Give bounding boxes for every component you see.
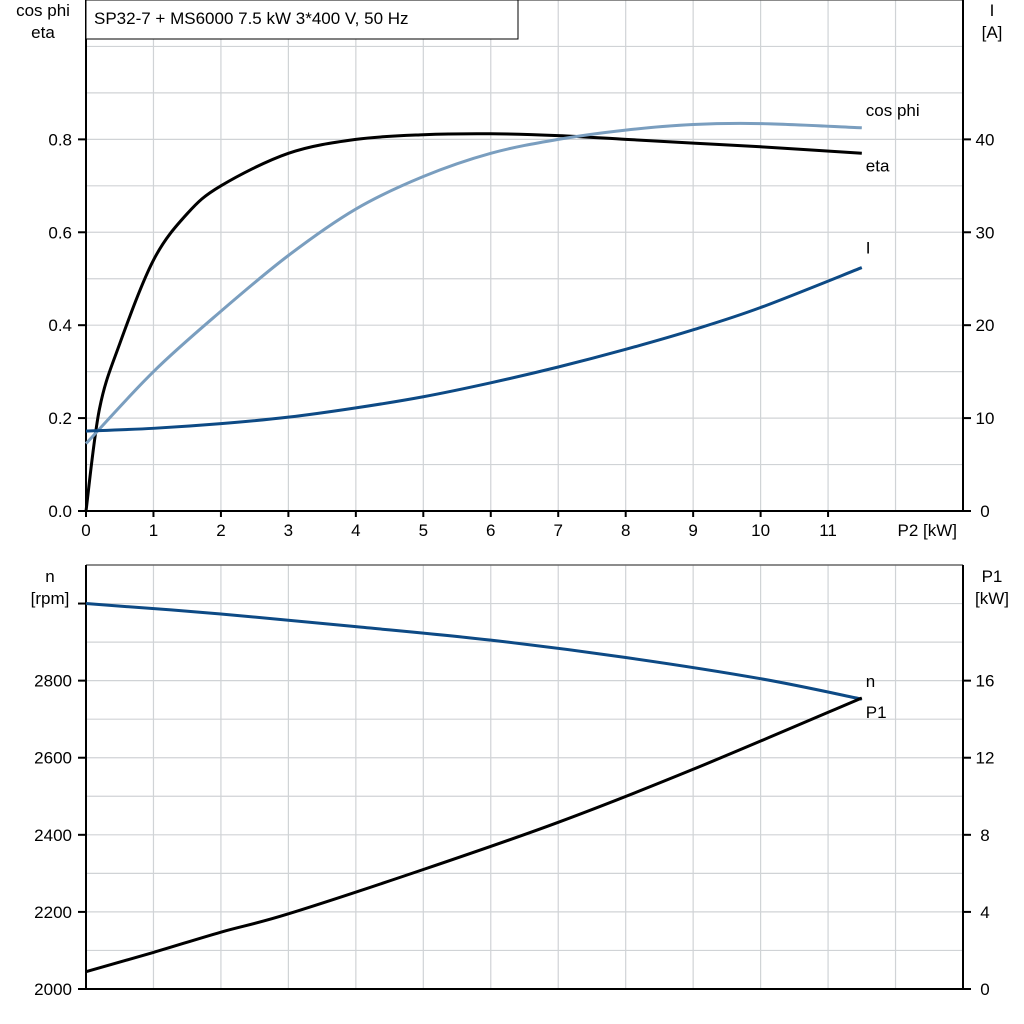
- y-tick-label-right: 40: [976, 130, 995, 149]
- y-tick-label-right: 0: [980, 980, 989, 999]
- top-chart: 0.0 0.2 0.4 0.6 0.8 0 10 20 30 40 0 1 2 3 4 5 6 7 8 9 10 11 P2…: [16, 0, 1002, 540]
- x-tick-label: 6: [486, 521, 495, 540]
- y-tick-label-left: 0.8: [48, 130, 72, 149]
- x-tick-label: 10: [751, 521, 770, 540]
- series-label-n: n: [866, 672, 875, 691]
- y-tick-label-right: 12: [976, 749, 995, 768]
- chart-title: SP32-7 + MS6000 7.5 kW 3*400 V, 50 Hz: [94, 9, 409, 28]
- y-tick-label-left: 2800: [34, 672, 72, 691]
- y-tick-label-left: 2200: [34, 903, 72, 922]
- series-label-cos-phi: cos phi: [866, 101, 920, 120]
- x-tick-label: 1: [149, 521, 158, 540]
- y-tick-label-left: 0.4: [48, 316, 72, 335]
- series-label-I: I: [866, 239, 871, 258]
- y-tick-label-left: 2400: [34, 826, 72, 845]
- y-tick-label-left: 0.0: [48, 502, 72, 521]
- y-tick-label-left: 2000: [34, 980, 72, 999]
- bottom-chart: 2000 2200 2400 2600 2800 0 4 8 12 16 n [rpm] P1 [kW] n…: [31, 564, 1009, 999]
- x-tick-label: 3: [284, 521, 293, 540]
- x-tick-label: 2: [216, 521, 225, 540]
- y-tick-label-right: 20: [976, 316, 995, 335]
- y-tick-label-right: 16: [976, 672, 995, 691]
- x-tick-label: 9: [688, 521, 697, 540]
- x-axis-label: P2 [kW]: [897, 521, 957, 540]
- title-box: SP32-7 + MS6000 7.5 kW 3*400 V, 50 Hz: [85, 0, 519, 40]
- y-axis-label-right: P1: [982, 567, 1003, 586]
- series-line-eta: [84, 132, 862, 512]
- y-axis-label-left: [rpm]: [31, 589, 70, 608]
- y-axis-label-right: [kW]: [975, 589, 1009, 608]
- y-tick-label-right: 0: [980, 502, 989, 521]
- x-tick-label: 8: [621, 521, 630, 540]
- series-label-P1: P1: [866, 703, 887, 722]
- x-tick-label: 11: [819, 521, 837, 540]
- x-tick-label: 4: [351, 521, 360, 540]
- series-line-cos-phi: [84, 121, 862, 445]
- y-axis-label-left: n: [45, 567, 54, 586]
- y-tick-label-left: 2600: [34, 749, 72, 768]
- y-tick-label-left: 0.6: [48, 223, 72, 242]
- y-tick-label-right: 10: [976, 409, 995, 428]
- series-line-n: [85, 602, 863, 701]
- y-axis-label-right: I: [990, 1, 995, 20]
- y-axis-label-right: [A]: [982, 23, 1003, 42]
- y-axis-label-left: eta: [31, 23, 55, 42]
- series-label-eta: eta: [866, 156, 890, 175]
- y-tick-label-right: 30: [976, 223, 995, 242]
- y-axis-label-left: cos phi: [16, 1, 70, 20]
- y-tick-label-right: 4: [980, 903, 989, 922]
- series-line-I: [85, 266, 863, 433]
- x-tick-label: 5: [419, 521, 428, 540]
- x-tick-label: 0: [81, 521, 90, 540]
- y-tick-label-left: 0.2: [48, 409, 72, 428]
- x-tick-label: 7: [553, 521, 562, 540]
- y-tick-label-right: 8: [980, 826, 989, 845]
- series-line-P1: [85, 696, 863, 974]
